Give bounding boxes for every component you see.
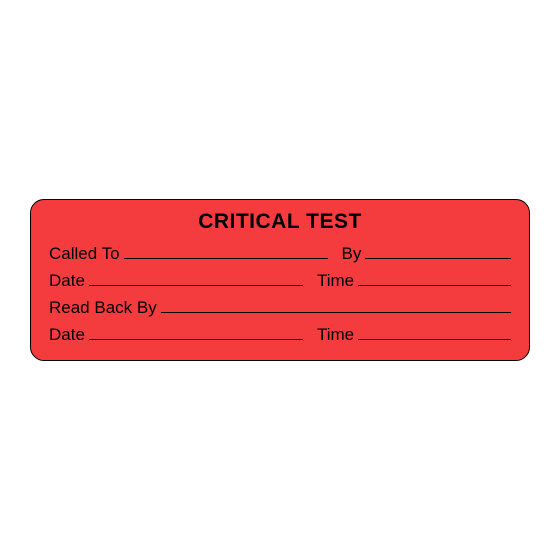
field-label-time-2: Time [317, 322, 354, 348]
field-label-called-to: Called To [49, 241, 120, 267]
blank-called-to [124, 240, 328, 259]
row-date-time-1: Date Time [49, 267, 511, 294]
blank-date-1 [89, 267, 303, 286]
row-read-back-by: Read Back By [49, 294, 511, 321]
critical-test-label: CRITICAL TEST Called To By Date Time Rea… [30, 199, 530, 361]
blank-by [365, 240, 511, 259]
blank-read-back-by [161, 294, 511, 313]
blank-time-2 [358, 321, 511, 340]
field-label-time-1: Time [317, 268, 354, 294]
blank-time-1 [358, 267, 511, 286]
label-title: CRITICAL TEST [49, 210, 511, 234]
field-label-date-2: Date [49, 322, 85, 348]
field-label-read-back-by: Read Back By [49, 295, 157, 321]
field-label-by: By [342, 241, 362, 267]
row-called-to-by: Called To By [49, 240, 511, 267]
row-date-time-2: Date Time [49, 321, 511, 348]
blank-date-2 [89, 321, 303, 340]
field-label-date-1: Date [49, 268, 85, 294]
